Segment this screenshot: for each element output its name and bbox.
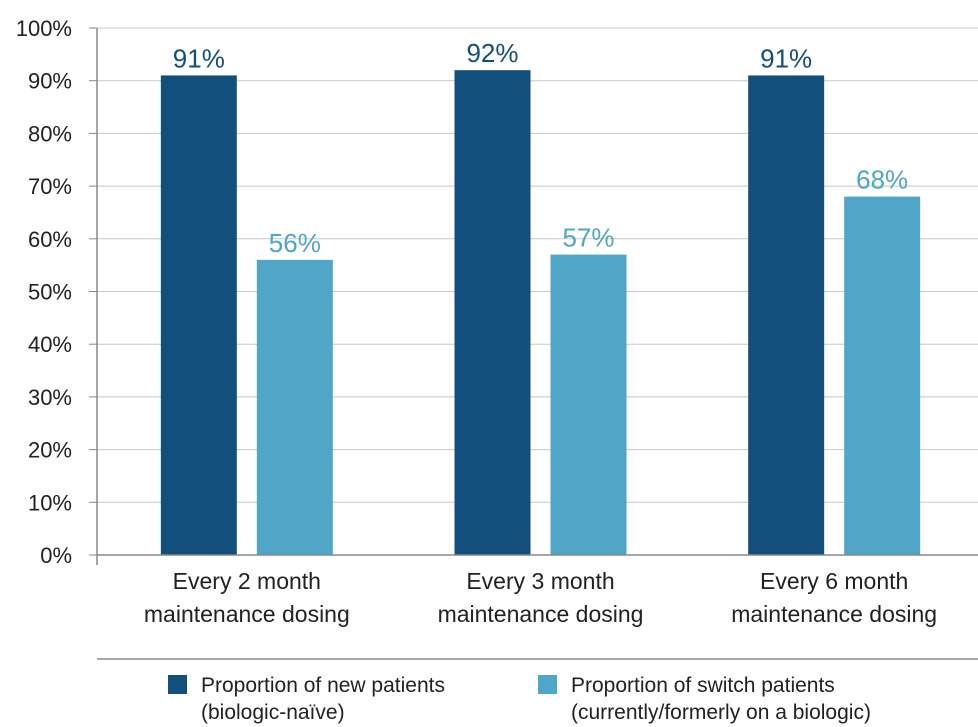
bar-new-patients xyxy=(454,70,531,555)
data-label: 92% xyxy=(466,38,518,68)
bar-switch-patients xyxy=(844,196,921,555)
legend-label: (biologic-naïve) xyxy=(201,701,345,724)
y-tick-label: 100% xyxy=(16,16,72,41)
bar-new-patients xyxy=(160,75,237,556)
legend: Proportion of new patients (biologic-naïv… xyxy=(97,658,978,724)
bars: 91% 56% 92% 57% 91% 68% xyxy=(160,38,921,556)
legend-label: Proportion of new patients xyxy=(201,674,445,697)
data-label: 57% xyxy=(562,223,614,253)
y-tick-label: 80% xyxy=(28,121,72,146)
data-label: 56% xyxy=(269,228,321,258)
y-tick-label: 20% xyxy=(28,438,72,463)
legend-label: Proportion of switch patients xyxy=(571,674,835,697)
data-label: 68% xyxy=(856,165,908,195)
legend-swatch xyxy=(538,675,557,694)
y-tick-label: 10% xyxy=(28,490,72,515)
x-category-label: Every 3 month xyxy=(466,568,614,594)
x-category-label: maintenance dosing xyxy=(731,601,937,627)
legend-swatch xyxy=(168,675,187,694)
x-category-label: maintenance dosing xyxy=(438,601,644,627)
data-label: 91% xyxy=(760,43,812,73)
y-axis: 0% 10% 20% 30% 40% 50% 60% 70% 80% 90% 100% xyxy=(16,16,98,568)
x-category-label: Every 2 month xyxy=(173,568,321,594)
y-tick-label: 0% xyxy=(40,543,72,568)
bar-switch-patients xyxy=(256,259,333,555)
x-category-label: Every 6 month xyxy=(760,568,908,594)
y-tick-label: 90% xyxy=(28,69,72,94)
data-label: 91% xyxy=(173,43,225,73)
y-tick-label: 70% xyxy=(28,174,72,199)
x-category-label: maintenance dosing xyxy=(144,601,350,627)
bar-new-patients xyxy=(748,75,825,556)
y-tick-label: 40% xyxy=(28,332,72,357)
y-tick-label: 30% xyxy=(28,385,72,410)
y-tick-label: 60% xyxy=(28,227,72,252)
bar-switch-patients xyxy=(550,254,627,556)
gridlines xyxy=(97,27,978,503)
legend-label: (currently/formerly on a biologic) xyxy=(571,701,871,724)
y-tick-label: 50% xyxy=(28,280,72,305)
x-axis: Every 2 month maintenance dosing Every 3 m… xyxy=(97,554,978,627)
